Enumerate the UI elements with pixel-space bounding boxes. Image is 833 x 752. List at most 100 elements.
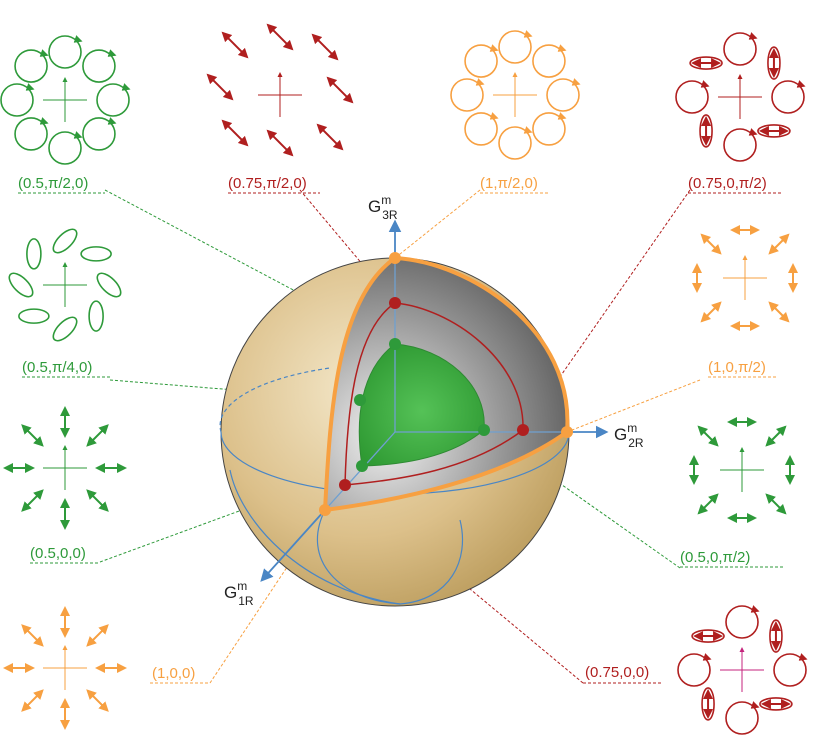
circular-orbit bbox=[771, 80, 805, 114]
circular-orbit bbox=[498, 126, 532, 160]
pattern-bl bbox=[3, 606, 127, 730]
circular-orbit bbox=[773, 653, 807, 687]
circular-orbit bbox=[14, 117, 48, 151]
pattern-rm bbox=[689, 417, 795, 523]
dot-orange-front bbox=[319, 504, 331, 516]
diagonal-arrow bbox=[326, 76, 354, 104]
orbit-arrow bbox=[750, 605, 760, 613]
label-tl: (0.5,π/2,0) bbox=[18, 175, 88, 192]
circular-orbit bbox=[82, 49, 116, 83]
ellipse-orbit bbox=[689, 56, 723, 70]
circular-orbit bbox=[677, 653, 711, 687]
circular-orbit bbox=[48, 131, 82, 165]
pattern-br bbox=[677, 605, 808, 735]
pattern-tr bbox=[450, 30, 581, 160]
radial-arrow bbox=[21, 489, 44, 512]
orbit-arrow bbox=[796, 80, 806, 88]
ellipse-orbit bbox=[701, 687, 715, 721]
pattern-mr bbox=[692, 225, 798, 331]
marker-dots bbox=[319, 252, 573, 516]
radial-arrow bbox=[86, 424, 109, 447]
orbit-arrow bbox=[475, 78, 485, 86]
diagonal-arrow bbox=[221, 119, 249, 147]
circular-orbit bbox=[96, 83, 130, 117]
ellipse-orbit bbox=[88, 300, 104, 332]
mixed-arrow bbox=[765, 493, 787, 515]
circular-orbit bbox=[450, 78, 484, 112]
orbit-arrow bbox=[73, 131, 83, 139]
leader-tr bbox=[394, 189, 481, 259]
circular-orbit bbox=[723, 128, 757, 162]
circular-orbit bbox=[532, 44, 566, 78]
dot-green-left bbox=[354, 394, 366, 406]
diagonal-arrow bbox=[266, 23, 294, 51]
orbit-arrow bbox=[107, 117, 117, 125]
circular-orbit bbox=[725, 701, 759, 735]
dot-orange-top bbox=[389, 252, 401, 264]
orbit-arrow bbox=[73, 35, 83, 43]
pattern-trr bbox=[675, 32, 806, 162]
dot-red-front bbox=[339, 479, 351, 491]
orbit-arrow bbox=[523, 126, 533, 134]
radial-arrow bbox=[86, 689, 109, 712]
ellipse-orbit bbox=[18, 308, 50, 324]
meridian-hidden bbox=[229, 469, 401, 605]
ellipse-orbit bbox=[759, 697, 793, 711]
mixed-arrow bbox=[700, 233, 722, 255]
radial-arrow bbox=[21, 689, 44, 712]
orbit-arrow bbox=[557, 112, 567, 120]
axis-label-g3: Gm 3R bbox=[368, 193, 398, 222]
orbit-arrow bbox=[571, 78, 581, 86]
dot-orange-right bbox=[561, 426, 573, 438]
orbit-arrow bbox=[107, 49, 117, 57]
diagonal-arrow bbox=[221, 31, 249, 59]
circular-orbit bbox=[464, 44, 498, 78]
dot-green-right bbox=[478, 424, 490, 436]
circular-orbit bbox=[14, 49, 48, 83]
mixed-arrow bbox=[768, 233, 790, 255]
radial-arrow bbox=[21, 624, 44, 647]
label-bl: (1,0,0) bbox=[152, 665, 195, 682]
orbit-arrow bbox=[750, 701, 760, 709]
axis-g1 bbox=[260, 509, 326, 582]
orbit-arrow bbox=[748, 32, 758, 40]
ellipse-orbit bbox=[8, 272, 34, 298]
circular-orbit bbox=[48, 35, 82, 69]
ellipse-orbit bbox=[769, 619, 783, 653]
label-trr: (0.75,0,π/2) bbox=[688, 175, 767, 192]
label-lm: (0.5,0,0) bbox=[30, 545, 86, 562]
circular-orbit bbox=[0, 83, 34, 117]
mixed-arrow bbox=[765, 425, 787, 447]
label-tm: (0.75,π/2,0) bbox=[228, 175, 307, 192]
ellipse-orbit bbox=[52, 316, 78, 342]
ellipse-orbit bbox=[767, 46, 781, 80]
ellipse-orbit bbox=[699, 114, 713, 148]
pattern-tm bbox=[206, 23, 354, 157]
sphere bbox=[219, 256, 570, 607]
radial-arrow bbox=[86, 624, 109, 647]
orbit-arrow bbox=[748, 128, 758, 136]
ellipse-orbit bbox=[757, 124, 791, 138]
dot-red-top bbox=[389, 297, 401, 309]
circular-orbit bbox=[464, 112, 498, 146]
axis-label-g2: Gm 2R bbox=[614, 421, 644, 450]
orbit-arrow bbox=[39, 49, 49, 57]
mixed-arrow bbox=[697, 493, 719, 515]
orbit-arrow bbox=[702, 653, 712, 661]
label-ml: (0.5,π/4,0) bbox=[22, 359, 92, 376]
radial-arrow bbox=[86, 489, 109, 512]
state-labels: (0.5,π/2,0) (0.75,π/2,0) (1,π/2,0) (0.75… bbox=[18, 175, 785, 684]
orbit-arrow bbox=[700, 80, 710, 88]
orbit-arrow bbox=[489, 44, 499, 52]
circular-orbit bbox=[725, 605, 759, 639]
orbit-arrow bbox=[25, 83, 35, 91]
circular-orbit bbox=[82, 117, 116, 151]
dot-green-top bbox=[389, 338, 401, 350]
dot-red-right bbox=[517, 424, 529, 436]
label-tr: (1,π/2,0) bbox=[480, 175, 538, 192]
red-shell bbox=[344, 302, 524, 486]
diagonal-arrow bbox=[206, 73, 234, 101]
leader-mr bbox=[566, 379, 701, 433]
ellipse-orbit bbox=[26, 238, 42, 270]
mixed-arrow bbox=[700, 301, 722, 323]
